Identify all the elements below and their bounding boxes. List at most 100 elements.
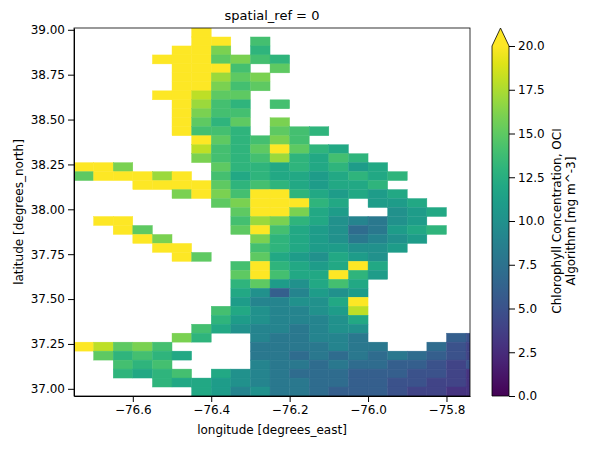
cell [368,351,388,360]
cell [407,234,427,243]
cell [427,360,447,369]
colorbar-tick-label: 7.5 [518,258,537,272]
cell [466,342,470,351]
cell [250,37,270,46]
cell [309,216,329,225]
cell [172,64,192,73]
colorbar-tick: 7.5 [509,258,537,272]
cell [348,324,368,333]
cell [388,199,408,208]
cell [329,315,349,324]
cell [270,333,290,342]
cell [192,181,212,190]
cell [407,369,427,378]
colorbar-tick-mark [509,90,515,91]
cell [329,342,349,351]
cell [348,261,368,270]
cell [192,324,212,333]
cell [192,387,212,396]
cell [348,163,368,172]
cell [329,387,349,396]
cell [348,154,368,163]
y-tick: 37.50 [31,292,74,306]
y-tick: 37.00 [31,382,74,396]
cell [348,378,368,387]
cell [290,315,310,324]
cell [329,378,349,387]
cell [290,234,310,243]
y-tick: 38.00 [31,203,74,217]
cell [192,46,212,55]
cell [388,172,408,181]
cell [192,55,212,64]
cell [152,91,172,100]
cell [309,288,329,297]
cell [290,154,310,163]
cell [427,378,447,387]
cell [172,172,192,181]
cell [290,252,310,261]
cell [329,288,349,297]
cell [250,369,270,378]
cell [211,369,231,378]
cell [231,199,251,208]
cell [152,234,172,243]
cells [74,28,470,396]
cell [94,216,114,225]
cell [329,297,349,306]
cell [152,172,172,181]
cell [211,136,231,145]
x-tick-mark [368,396,369,402]
cell [348,369,368,378]
colorbar-tick-label: 5.0 [518,302,537,316]
cell [309,208,329,217]
cell [250,288,270,297]
y-tick: 37.75 [31,248,74,262]
cell [348,387,368,396]
cell [192,154,212,163]
cell [270,306,290,315]
cell [290,190,310,199]
colorbar-axis: 0.02.55.07.510.012.515.017.520.0 [509,39,545,403]
cell [290,387,310,396]
cell [250,234,270,243]
cell [348,279,368,288]
cell [211,73,231,82]
cell [329,172,349,181]
colorbar-title: Chlorophyll Concentration, OCIAlgorithm … [550,128,578,313]
cell [231,387,251,396]
cell [192,82,212,91]
cell [309,190,329,199]
cell [231,82,251,91]
cell [348,342,368,351]
cell [270,324,290,333]
cell [192,64,212,73]
cell [172,243,192,252]
cell [270,172,290,181]
cell [250,252,270,261]
cell [231,297,251,306]
y-tick-label: 38.50 [31,113,65,127]
x-tick: −76.0 [350,396,387,417]
cell [192,190,212,199]
colorbar-tick: 2.5 [509,346,537,360]
colorbar-tick-mark [509,177,515,178]
cell [250,378,270,387]
cell [250,279,270,288]
cell [250,225,270,234]
y-tick-mark [68,164,74,165]
cell [211,109,231,118]
cell [270,297,290,306]
colorbar-tick-label: 17.5 [518,83,545,97]
colorbar-tick: 15.0 [509,127,545,141]
cell [172,127,192,136]
cell [348,243,368,252]
cell [211,145,231,154]
cell [152,55,172,64]
x-tick: −76.4 [193,396,230,417]
cell [113,360,133,369]
cell [407,208,427,217]
cell [309,306,329,315]
cell [192,91,212,100]
cell [466,351,470,360]
